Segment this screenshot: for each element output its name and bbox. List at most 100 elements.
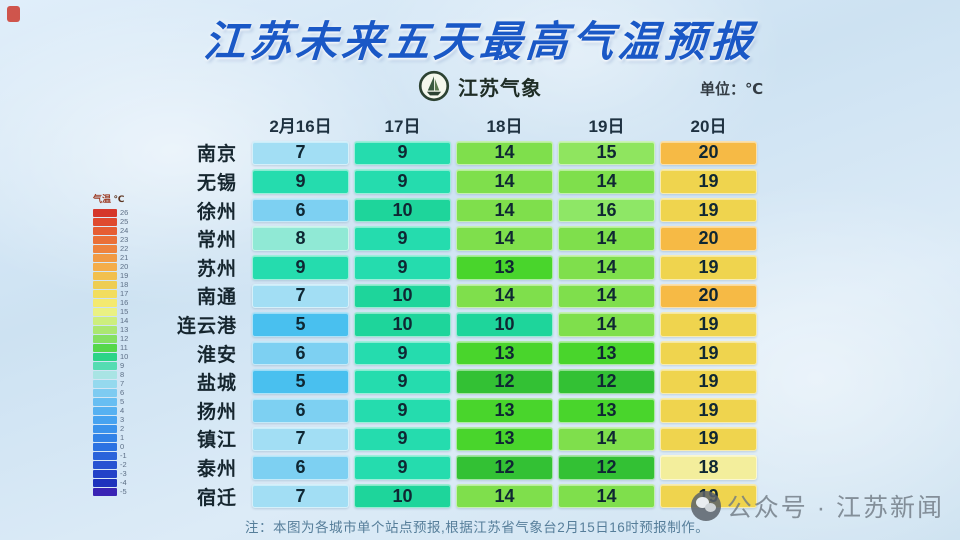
temperature-cell: 10 (354, 283, 451, 309)
temperature-cell: 12 (558, 369, 655, 394)
temperature-cell: 9 (354, 169, 451, 194)
legend-stop: -3 (93, 469, 149, 478)
legend-stop: 13 (93, 325, 149, 334)
legend-stop: 7 (93, 379, 149, 388)
watermark-text: 公众号 · 江苏新闻 (726, 494, 944, 522)
temperature-cell: 20 (660, 226, 757, 251)
temperature-cell: 20 (660, 140, 757, 166)
temperature-cell: 15 (558, 140, 655, 166)
legend-stop: 24 (93, 226, 149, 235)
temperature-cell: 14 (456, 226, 553, 251)
legend-stop: 8 (93, 370, 149, 379)
legend-stop: 10 (93, 352, 149, 361)
row-label-city: 盐城 (196, 373, 237, 395)
row-label-city: 南京 (196, 144, 237, 166)
legend-stop: 17 (93, 289, 149, 298)
column-header-day-1: 2月16日 (269, 116, 332, 136)
temperature-cell: 9 (252, 169, 349, 194)
row-label-city: 无锡 (196, 172, 237, 194)
temperature-cell: 19 (660, 340, 757, 366)
row-label-city: 连云港 (176, 315, 237, 337)
row-label-city: 扬州 (196, 401, 237, 423)
legend-stop: 18 (93, 280, 149, 289)
temperature-cell: 14 (558, 483, 655, 509)
legend-stop: 12 (93, 334, 149, 343)
legend-stop: 15 (93, 307, 149, 316)
temperature-cell: 14 (456, 483, 553, 509)
logo: 江苏气象 (0, 70, 960, 102)
temperature-cell: 16 (558, 197, 655, 223)
legend-title: 气温 ℃ (93, 194, 125, 204)
temperature-cell: 9 (354, 369, 451, 394)
legend-stop: -4 (93, 478, 149, 487)
temperature-cell: 7 (252, 140, 349, 166)
legend-stop: 2 (93, 424, 149, 433)
row-label-city: 淮安 (196, 344, 237, 366)
legend-stop: 9 (93, 361, 149, 370)
logo-text: 江苏气象 (458, 77, 542, 100)
temperature-cell: 13 (456, 397, 553, 423)
temperature-cell: 5 (252, 369, 349, 394)
temperature-cell: 14 (558, 226, 655, 251)
temperature-cell: 6 (252, 340, 349, 366)
watermark: 公众号 · 江苏新闻 (690, 488, 944, 524)
temperature-cell: 12 (456, 369, 553, 394)
temperature-cell: 19 (660, 369, 757, 394)
page-title: 江苏未来五天最高气温预报 (202, 18, 758, 65)
temperature-cell: 19 (660, 397, 757, 423)
legend-stop: 1 (93, 433, 149, 442)
legend-stop: -1 (93, 451, 149, 460)
legend-stop: 26 (93, 208, 149, 217)
legend-stop: 3 (93, 415, 149, 424)
legend-stop: -5 (93, 487, 149, 496)
temperature-cell: 14 (456, 169, 553, 194)
row-label-city: 徐州 (196, 201, 237, 223)
temperature-cell: 14 (558, 312, 655, 337)
row-label-city: 常州 (196, 230, 237, 252)
row-label-city: 泰州 (196, 458, 237, 480)
row-label-city: 宿迁 (196, 487, 237, 509)
table-corner-spacer (143, 112, 247, 137)
column-header-day-3: 18日 (486, 116, 523, 136)
temperature-cell: 12 (456, 455, 553, 480)
temperature-cell: 14 (456, 140, 553, 166)
temperature-cell: 6 (252, 397, 349, 423)
temperature-cell: 9 (354, 426, 451, 452)
corner-mark (7, 6, 20, 22)
legend-stop: 22 (93, 244, 149, 253)
footnote: 注：本图为各城市单个站点预报,根据江苏省气象台2月15日16时预报制作。 (245, 520, 710, 535)
temperature-cell: 7 (252, 283, 349, 309)
temperature-cell: 14 (558, 169, 655, 194)
temperature-cell: 20 (660, 283, 757, 309)
legend-stop: 11 (93, 343, 149, 352)
temperature-cell: 9 (354, 340, 451, 366)
temperature-cell: 10 (354, 483, 451, 509)
temperature-cell: 14 (558, 283, 655, 309)
temperature-cell: 9 (354, 397, 451, 423)
temperature-cell: 6 (252, 455, 349, 480)
temperature-cell: 19 (660, 426, 757, 452)
legend-stop: -2 (93, 460, 149, 469)
legend-stop: 21 (93, 253, 149, 262)
temperature-cell: 9 (354, 226, 451, 251)
temperature-cell: 13 (558, 397, 655, 423)
legend-stop: 23 (93, 235, 149, 244)
legend-stop: 5 (93, 397, 149, 406)
legend-stop: 4 (93, 406, 149, 415)
forecast-table: 2月16日 17日 18日 19日 20日 南京 7 9 14 15 20 无锡 9 9 14 14 19 徐州 6… (143, 112, 757, 509)
legend-colorbar: 26 25 24 23 22 21 20 19 18 17 16 15 14 13 12 11 10 9 8 7 6 5 4… (93, 208, 149, 496)
temperature-cell: 19 (660, 197, 757, 223)
temperature-cell: 19 (660, 312, 757, 337)
row-label-city: 苏州 (196, 258, 237, 280)
temperature-cell: 14 (558, 426, 655, 452)
temperature-cell: 8 (252, 226, 349, 251)
temperature-cell: 13 (456, 340, 553, 366)
temperature-legend: 气温 ℃ 26 25 24 23 22 21 20 19 18 17 16 15 14 13 12 11 10 9… (93, 192, 149, 496)
legend-stop: 25 (93, 217, 149, 226)
temperature-cell: 10 (354, 312, 451, 337)
jiangsu-meteo-logo-icon (418, 70, 450, 102)
column-header-day-5: 20日 (690, 116, 727, 136)
temperature-cell: 7 (252, 483, 349, 509)
legend-stop: 0 (93, 442, 149, 451)
